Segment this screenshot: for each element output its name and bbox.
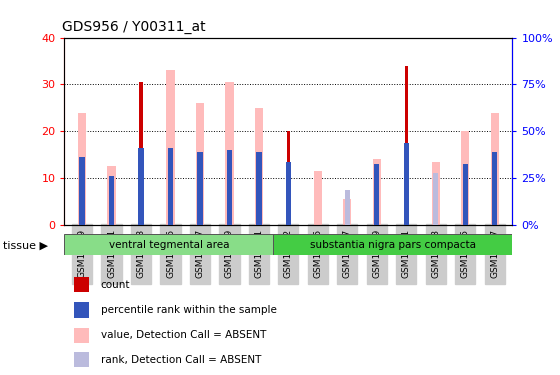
Bar — [345, 190, 350, 225]
Bar — [80, 157, 85, 225]
Text: percentile rank within the sample: percentile rank within the sample — [101, 305, 277, 315]
Bar — [314, 171, 322, 225]
Bar — [196, 103, 204, 225]
Bar — [404, 66, 408, 225]
Bar — [74, 277, 89, 292]
Text: substantia nigra pars compacta: substantia nigra pars compacta — [310, 240, 476, 250]
Bar — [108, 166, 116, 225]
Bar — [74, 328, 89, 343]
Bar — [433, 173, 438, 225]
Bar — [138, 148, 144, 225]
Bar — [373, 159, 381, 225]
Bar — [74, 352, 89, 367]
Bar — [64, 234, 273, 255]
Bar — [374, 164, 380, 225]
Text: rank, Detection Call = ABSENT: rank, Detection Call = ABSENT — [101, 355, 261, 364]
Bar — [463, 164, 468, 225]
Text: GDS956 / Y00311_at: GDS956 / Y00311_at — [62, 20, 206, 34]
Text: count: count — [101, 280, 130, 290]
Text: tissue ▶: tissue ▶ — [3, 241, 48, 250]
Bar — [491, 112, 499, 225]
Bar — [166, 70, 175, 225]
Text: ventral tegmental area: ventral tegmental area — [109, 240, 229, 250]
Bar — [225, 82, 234, 225]
Bar — [461, 131, 469, 225]
Bar — [273, 234, 512, 255]
Bar — [492, 152, 497, 225]
Bar — [227, 150, 232, 225]
Text: value, Detection Call = ABSENT: value, Detection Call = ABSENT — [101, 330, 266, 340]
Bar — [256, 152, 262, 225]
Bar — [404, 143, 409, 225]
Bar — [432, 162, 440, 225]
Bar — [139, 82, 143, 225]
Bar — [287, 131, 290, 225]
Bar — [286, 162, 291, 225]
Bar — [197, 152, 203, 225]
Bar — [343, 199, 352, 225]
Bar — [78, 112, 86, 225]
Bar — [168, 148, 173, 225]
Bar — [109, 176, 114, 225]
Bar — [255, 108, 263, 225]
Bar — [74, 302, 89, 318]
